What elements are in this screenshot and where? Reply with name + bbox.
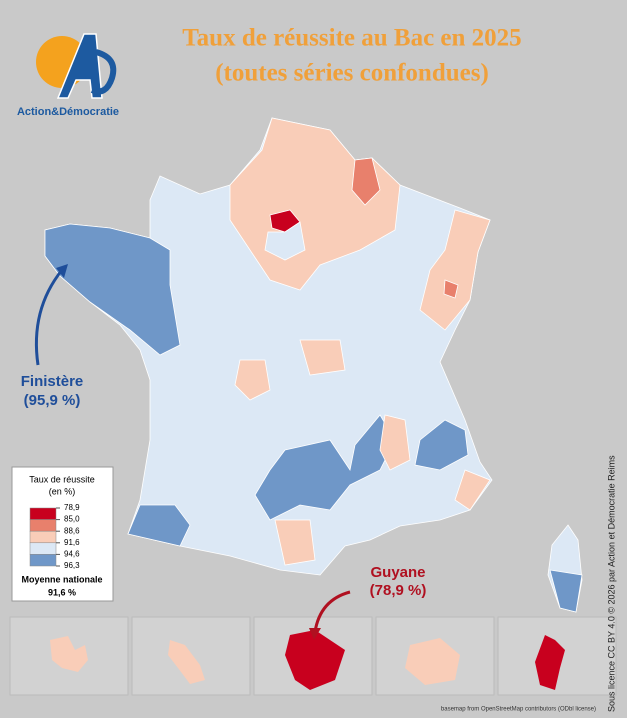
reunion xyxy=(405,638,460,685)
guadeloupe xyxy=(50,636,88,672)
region-centre xyxy=(234,359,271,401)
credit-basemap: basemap from OpenStreetMap contributors … xyxy=(441,707,596,713)
legend-box xyxy=(11,466,114,602)
legend-tick-label: 85,0 xyxy=(64,515,80,524)
region-idf xyxy=(264,221,306,261)
arrow-finistere xyxy=(34,269,64,366)
legend: Taux de réussite (en %) Moyenne national… xyxy=(11,466,114,602)
mayotte xyxy=(535,635,565,690)
legend-swatch xyxy=(29,507,57,520)
region-ardennes xyxy=(351,157,381,206)
region-brittany xyxy=(44,223,181,356)
region-rhone xyxy=(379,414,411,471)
logo-a xyxy=(56,33,103,99)
france-map xyxy=(44,117,583,613)
region-alps xyxy=(414,419,469,471)
region-riviera xyxy=(454,469,491,511)
guyane xyxy=(285,630,345,690)
legend-swatch xyxy=(29,542,57,555)
region-massif xyxy=(254,414,396,521)
legend-swatch xyxy=(29,554,57,567)
martinique xyxy=(168,640,205,684)
overseas xyxy=(9,616,617,696)
region-pyrenees xyxy=(127,504,191,547)
legend-swatch xyxy=(29,519,57,532)
legend-title: (en %) xyxy=(49,486,76,496)
legend-tick-label: 94,6 xyxy=(64,550,80,559)
logo-text: Action&Démocratie xyxy=(17,106,119,118)
region-belfort xyxy=(443,279,459,299)
region-east xyxy=(419,209,491,331)
subtitle: (toutes séries confondues) xyxy=(215,60,489,87)
annotation-rate: (78,9 %) xyxy=(370,582,427,599)
legend-swatch xyxy=(29,530,57,544)
legend-tick-label: 78,9 xyxy=(64,503,80,512)
arrow-guyane xyxy=(313,590,351,633)
title: Taux de réussite au Bac en 2025 xyxy=(182,25,521,52)
logo-b xyxy=(90,49,117,95)
credit-license: Sous licence CC BY 4.0 © 2026 par Action… xyxy=(606,455,616,712)
corsica-south xyxy=(549,569,583,613)
arrowhead-guyane xyxy=(309,628,321,640)
legend-tick-label: 88,6 xyxy=(64,526,80,535)
region-aude xyxy=(274,519,316,566)
arrowhead-finistere xyxy=(56,264,68,278)
legend-title: Taux de réussite xyxy=(29,474,95,484)
region-centre2 xyxy=(299,339,346,376)
annotation-name: Guyane xyxy=(370,564,425,581)
logo: Action&Démocratie xyxy=(17,33,119,118)
annotation-name: Finistère xyxy=(21,373,84,390)
legend-tick-label: 91,6 xyxy=(64,538,80,547)
legend-average: 91,6 % xyxy=(48,587,76,597)
legend-average-label: Moyenne nationale xyxy=(21,574,102,584)
annotation-rate: (95,9 %) xyxy=(24,392,81,409)
legend-tick-label: 96,3 xyxy=(64,561,80,570)
